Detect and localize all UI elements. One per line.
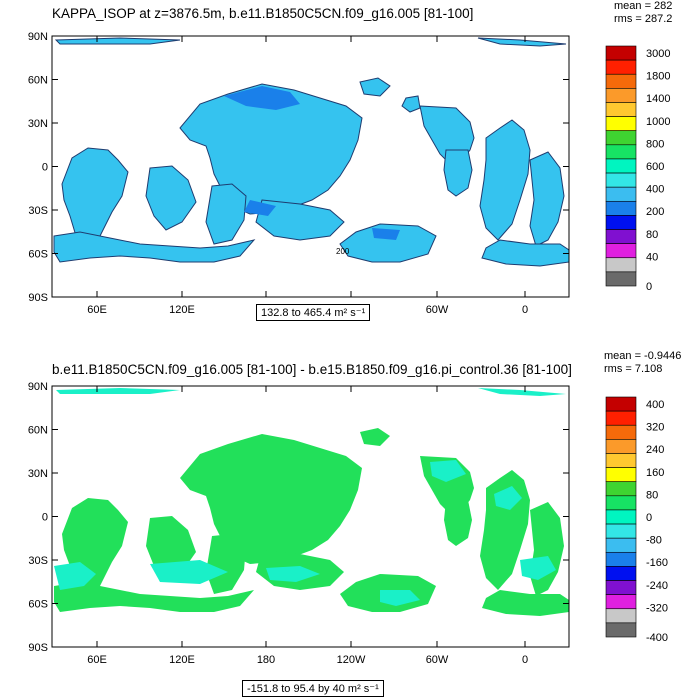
panel1-rms: rms = 287.2 (614, 13, 673, 25)
colorbar-label: -160 (646, 557, 668, 569)
colorbar-box (605, 495, 637, 511)
lat-label: 60S (28, 599, 48, 611)
colorbar-box (605, 186, 637, 202)
lon-label: 120E (169, 654, 195, 666)
lat-label: 30N (28, 118, 48, 130)
colorbar-label: 200 (646, 206, 664, 218)
colorbar-box (605, 537, 637, 553)
colorbar-box (605, 59, 637, 75)
lat-label: 60N (28, 75, 48, 87)
colorbar-label: -240 (646, 580, 668, 592)
lat-label: 30S (28, 555, 48, 567)
lat-label: 90S (28, 642, 48, 654)
colorbar-label: 1000 (646, 116, 670, 128)
colorbar-box (605, 509, 637, 525)
lat-label: 60S (28, 249, 48, 261)
colorbar-box (605, 594, 637, 610)
lat-label: 0 (42, 512, 48, 524)
colorbar-label: -400 (646, 632, 668, 644)
colorbar-box (605, 271, 637, 287)
colorbar-label: 80 (646, 229, 658, 241)
colorbar-label: 240 (646, 444, 664, 456)
colorbar-box (605, 45, 637, 61)
colorbar-label: 3000 (646, 48, 670, 60)
colorbar-box (605, 73, 637, 89)
lon-label: 60E (87, 654, 107, 666)
lat-label: 90N (28, 31, 48, 43)
colorbar-box (605, 257, 637, 273)
colorbar-label: 40 (646, 251, 658, 263)
lon-label: 60E (87, 304, 107, 316)
panel2-stats: mean = -0.9446 rms = 7.108 (604, 350, 681, 376)
lat-label: 30S (28, 205, 48, 217)
colorbar-box (605, 622, 637, 638)
colorbar-box (605, 116, 637, 132)
colorbar-box (605, 467, 637, 483)
axes-layer: 90N 60N 30N 0 30S 60S 90S 60E 120E 180 120W 60W 0 90N… (28, 31, 569, 666)
panel2-range-box: -151.8 to 95.4 by 40 m² s⁻¹ (242, 680, 384, 697)
panel2-title: b.e11.B1850C5CN.f09_g16.005 [81-100] - b… (52, 362, 572, 377)
lat-label: 30N (28, 468, 48, 480)
colorbar-label: 320 (646, 422, 664, 434)
colorbar-box (605, 243, 637, 259)
colorbar-label: 0 (646, 512, 652, 524)
colorbar-box (605, 229, 637, 244)
colorbar-box (605, 453, 637, 468)
colorbar-box (605, 551, 637, 567)
panel2-rms: rms = 7.108 (604, 363, 663, 375)
colorbar-box (605, 439, 637, 454)
colorbar-box (605, 580, 637, 595)
colorbar-box (605, 144, 637, 160)
colorbar-box (605, 396, 637, 412)
colorbar-label: 400 (646, 184, 664, 196)
colorbars: 3000180014001000800600400200804004003202… (605, 45, 670, 644)
colorbar-label: 1800 (646, 71, 670, 83)
colorbar-box (605, 481, 637, 497)
panel1-mean: mean = 282 (614, 0, 673, 12)
lon-label: 120W (337, 654, 366, 666)
lat-label: 90S (28, 292, 48, 304)
colorbar-label: 160 (646, 467, 664, 479)
lon-label: 60W (426, 654, 449, 666)
colorbar-label: 400 (646, 399, 664, 411)
panel1-contour-label: 200 (336, 247, 350, 256)
colorbar-label: -320 (646, 602, 668, 614)
lat-label: 90N (28, 381, 48, 393)
colorbar-box (605, 215, 637, 230)
panel1-title: KAPPA_ISOP at z=3876.5m, b.e11.B1850C5CN… (52, 6, 474, 21)
colorbar-box (605, 608, 637, 624)
colorbar-box (605, 172, 637, 188)
lat-label: 60N (28, 425, 48, 437)
colorbar-label: 1400 (646, 93, 670, 105)
colorbar-label: 0 (646, 281, 652, 293)
colorbar-box (605, 102, 637, 117)
lon-label: 180 (257, 654, 275, 666)
colorbar-box (605, 88, 637, 103)
colorbar-label: 600 (646, 161, 664, 173)
panel1-range-box: 132.8 to 465.4 m² s⁻¹ (256, 304, 371, 321)
colorbar-label: 800 (646, 138, 664, 150)
colorbar-box (605, 158, 637, 174)
lon-label: 0 (522, 654, 528, 666)
panel2-mean: mean = -0.9446 (604, 350, 682, 362)
colorbar-box (605, 200, 637, 216)
lat-label: 0 (42, 162, 48, 174)
panel1-stats: mean = 282 rms = 287.2 (614, 0, 672, 26)
colorbar-box (605, 130, 637, 146)
lon-label: 0 (522, 304, 528, 316)
colorbar-box (605, 566, 637, 581)
colorbar-box (605, 523, 637, 539)
colorbar-label: 80 (646, 489, 658, 501)
colorbar-box (605, 424, 637, 440)
lon-label: 60W (426, 304, 449, 316)
panel1-map: 200 (52, 36, 569, 297)
colorbar-label: -80 (646, 535, 662, 547)
lon-label: 120E (169, 304, 195, 316)
colorbar-box (605, 410, 637, 426)
panel2-map (52, 386, 569, 647)
